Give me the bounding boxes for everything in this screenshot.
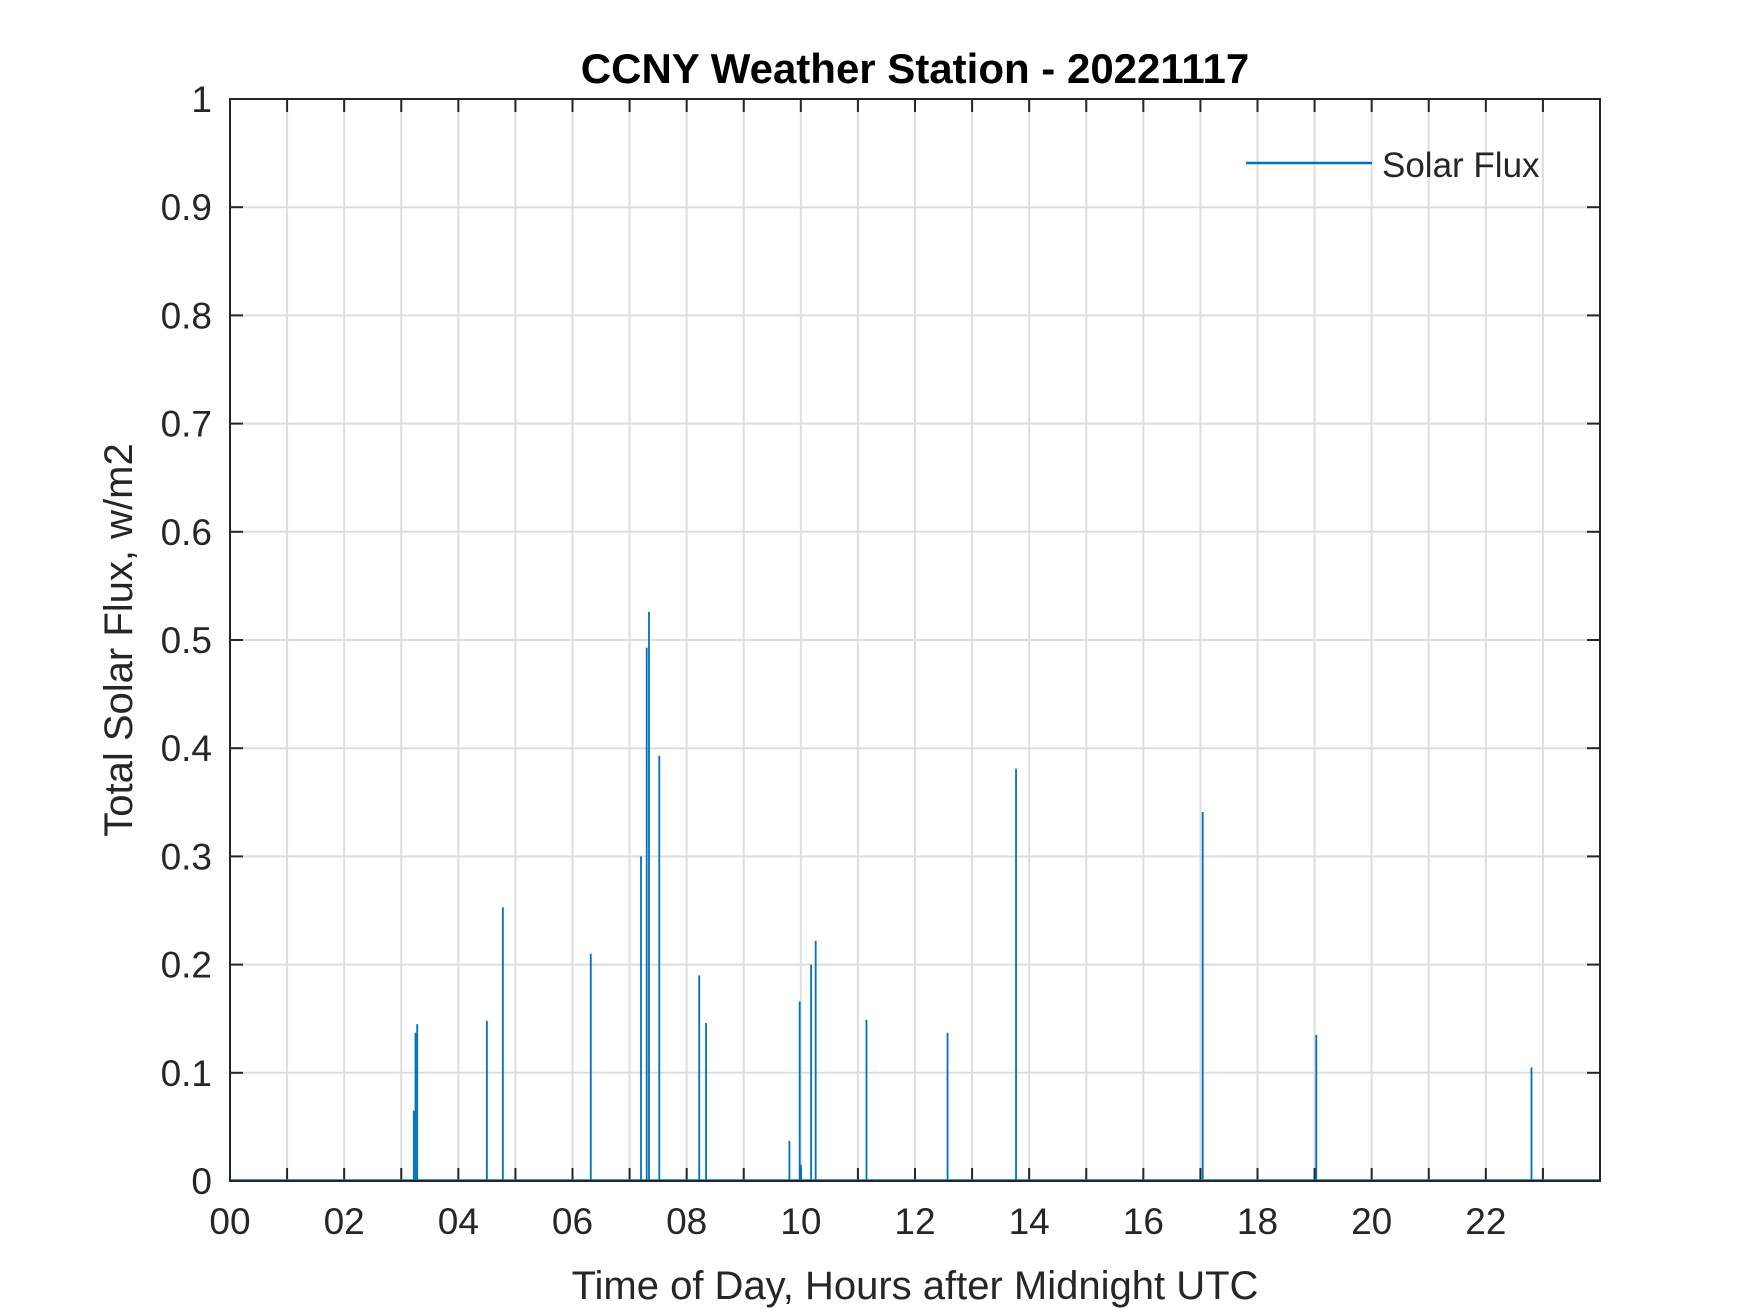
x-tick-label-4: 08 xyxy=(666,1201,707,1242)
y-tick-label-5: 0.5 xyxy=(161,620,212,661)
y-tick-label-3: 0.3 xyxy=(161,836,212,877)
y-tick-label-8: 0.8 xyxy=(161,295,212,336)
x-tick-label-8: 16 xyxy=(1123,1201,1164,1242)
x-tick-label-3: 06 xyxy=(552,1201,593,1242)
x-tick-label-11: 22 xyxy=(1465,1201,1506,1242)
y-tick-label-4: 0.4 xyxy=(161,728,212,769)
x-tick-label-9: 18 xyxy=(1237,1201,1278,1242)
y-tick-label-1: 0.1 xyxy=(161,1053,212,1094)
x-tick-label-2: 04 xyxy=(438,1201,479,1242)
x-tick-label-7: 14 xyxy=(1009,1201,1050,1242)
x-tick-labels: 00 02 04 06 08 10 12 14 16 18 20 22 xyxy=(209,1201,1506,1242)
y-axis-label: Total Solar Flux, w/m2 xyxy=(97,443,141,836)
y-tick-label-2: 0.2 xyxy=(161,945,212,986)
x-tick-label-0: 00 xyxy=(209,1201,250,1242)
x-tick-label-1: 02 xyxy=(324,1201,365,1242)
y-tick-label-9: 0.9 xyxy=(161,187,212,228)
x-tick-label-5: 10 xyxy=(780,1201,821,1242)
legend: Solar Flux xyxy=(1246,146,1540,185)
y-tick-labels: 0 0.1 0.2 0.3 0.4 0.5 0.6 0.7 0.8 0.9 1 xyxy=(161,79,212,1202)
legend-label-solar-flux: Solar Flux xyxy=(1382,146,1540,185)
x-tick-label-10: 20 xyxy=(1351,1201,1392,1242)
x-tick-label-6: 12 xyxy=(894,1201,935,1242)
y-tick-label-10: 1 xyxy=(191,79,212,120)
y-tick-label-7: 0.7 xyxy=(161,404,212,445)
x-axis-label: Time of Day, Hours after Midnight UTC xyxy=(572,1264,1259,1308)
chart-title: CCNY Weather Station - 20221117 xyxy=(581,45,1249,92)
y-tick-label-6: 0.6 xyxy=(161,512,212,553)
plot-area xyxy=(229,98,1601,1182)
y-gridlines xyxy=(230,206,1600,1074)
solar-flux-series xyxy=(230,611,1600,1181)
axis-ticks xyxy=(230,99,1600,1181)
y-tick-label-0: 0 xyxy=(191,1161,212,1202)
axes-box xyxy=(229,98,1601,1182)
